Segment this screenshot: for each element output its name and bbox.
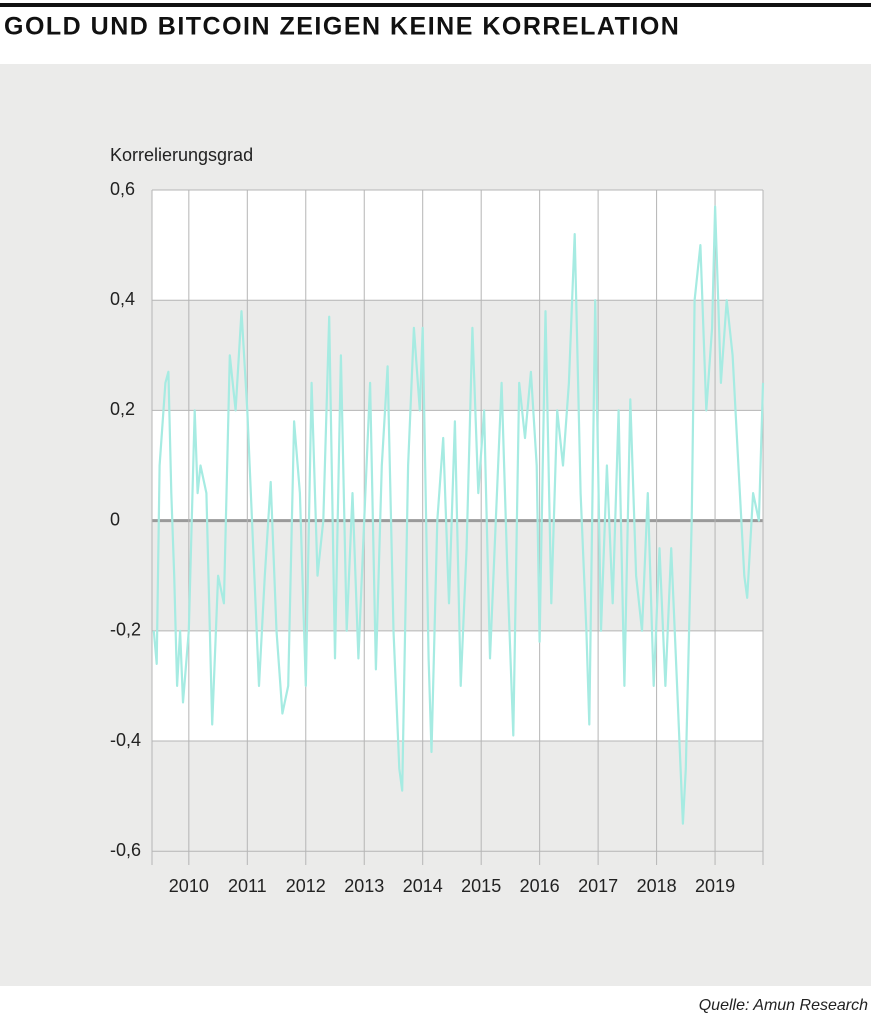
x-tick-label: 2017 xyxy=(578,876,618,896)
x-tick-label: 2014 xyxy=(403,876,443,896)
x-tick-label: 2012 xyxy=(286,876,326,896)
x-tick-label: 2016 xyxy=(520,876,560,896)
y-tick-label: -0,4 xyxy=(110,730,141,750)
x-tick-label: 2018 xyxy=(637,876,677,896)
y-tick-label: 0,6 xyxy=(110,179,135,199)
y-tick-label: 0 xyxy=(110,509,120,529)
y-tick-label: 0,4 xyxy=(110,289,135,309)
x-tick-label: 2013 xyxy=(344,876,384,896)
source: Quelle: Amun Research xyxy=(699,997,868,1014)
x-tick-label: 2019 xyxy=(695,876,735,896)
band xyxy=(152,190,763,301)
y-tick-label: -0,6 xyxy=(110,840,141,860)
x-tick-label: 2010 xyxy=(169,876,209,896)
data-line xyxy=(152,205,765,825)
y-tick-label: -0,2 xyxy=(110,620,141,640)
chart-title: GOLD UND BITCOIN ZEIGEN KEINE KORRELATIO… xyxy=(4,13,680,41)
y-axis-label: Korrelierungsgrad xyxy=(110,145,253,165)
band xyxy=(152,630,763,742)
top-rule xyxy=(0,3,871,7)
x-tick-label: 2011 xyxy=(228,876,267,896)
x-tick-label: 2015 xyxy=(461,876,501,896)
y-tick-label: 0,2 xyxy=(110,399,135,419)
